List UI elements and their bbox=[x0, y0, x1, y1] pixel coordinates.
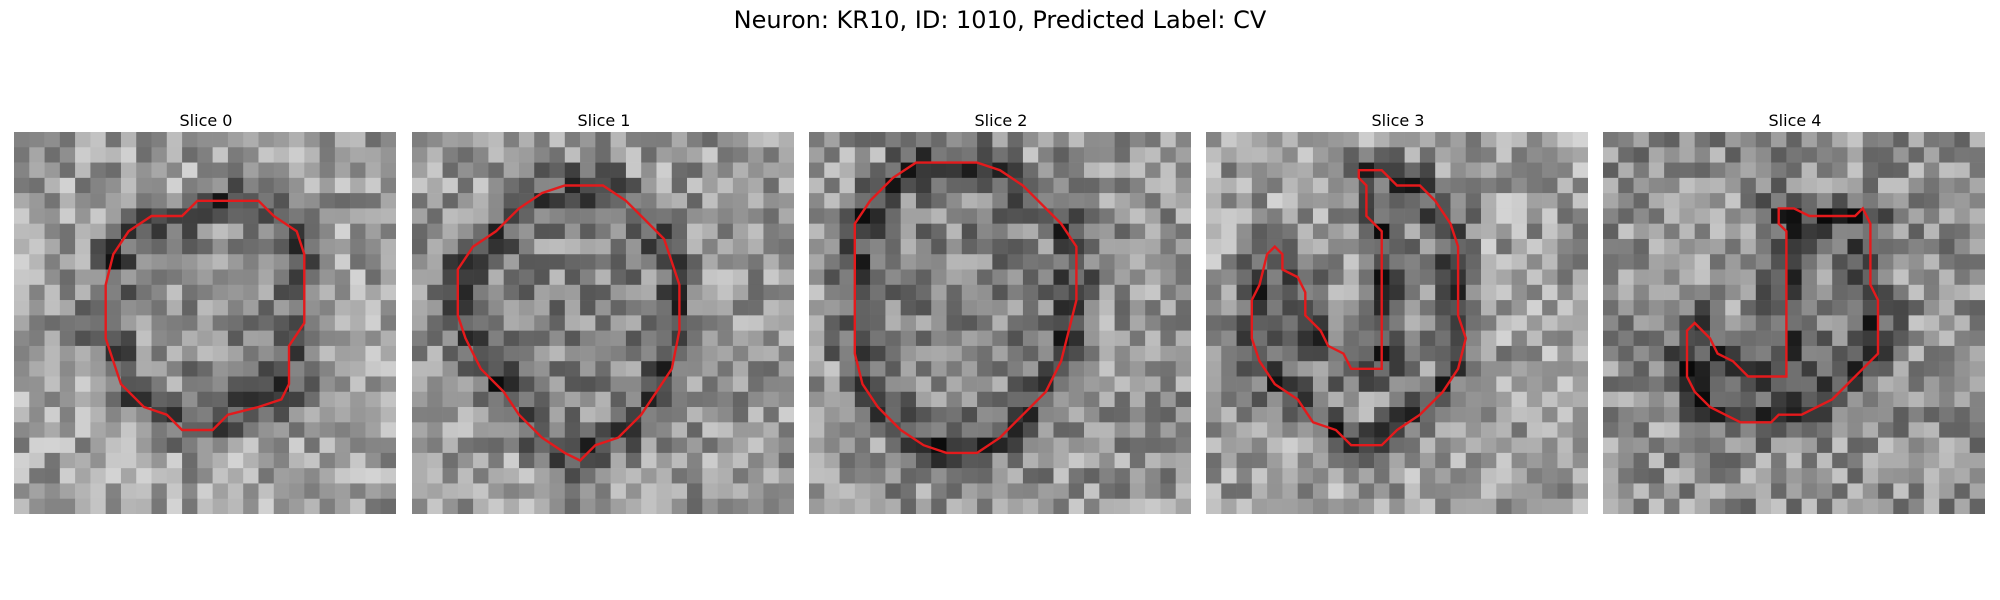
slice-panel-3: Slice 3 bbox=[1206, 110, 1590, 514]
segmentation-contour-0 bbox=[104, 199, 306, 432]
segmentation-contour-4 bbox=[1685, 206, 1880, 424]
slice-title-0: Slice 0 bbox=[179, 111, 233, 130]
slice-panel-2: Slice 2 bbox=[809, 110, 1193, 514]
segmentation-contour-2 bbox=[853, 161, 1078, 455]
slice-image-3 bbox=[1206, 132, 1588, 514]
slice-title-4: Slice 4 bbox=[1768, 111, 1822, 130]
slice-image-2 bbox=[809, 132, 1191, 514]
slice-image-4 bbox=[1603, 132, 1985, 514]
slice-title-2: Slice 2 bbox=[974, 111, 1028, 130]
slice-panel-1: Slice 1 bbox=[412, 110, 796, 514]
segmentation-contour-1 bbox=[456, 184, 681, 462]
slice-title-3: Slice 3 bbox=[1371, 111, 1425, 130]
suptitle: Neuron: KR10, ID: 1010, Predicted Label:… bbox=[733, 6, 1267, 34]
slice-title-1: Slice 1 bbox=[577, 111, 631, 130]
slice-panel-4: Slice 4 bbox=[1603, 110, 1987, 514]
segmentation-contour-3 bbox=[1250, 169, 1468, 447]
slice-panel-0: Slice 0 bbox=[14, 110, 398, 514]
slice-image-0 bbox=[14, 132, 396, 514]
slice-image-1 bbox=[412, 132, 794, 514]
